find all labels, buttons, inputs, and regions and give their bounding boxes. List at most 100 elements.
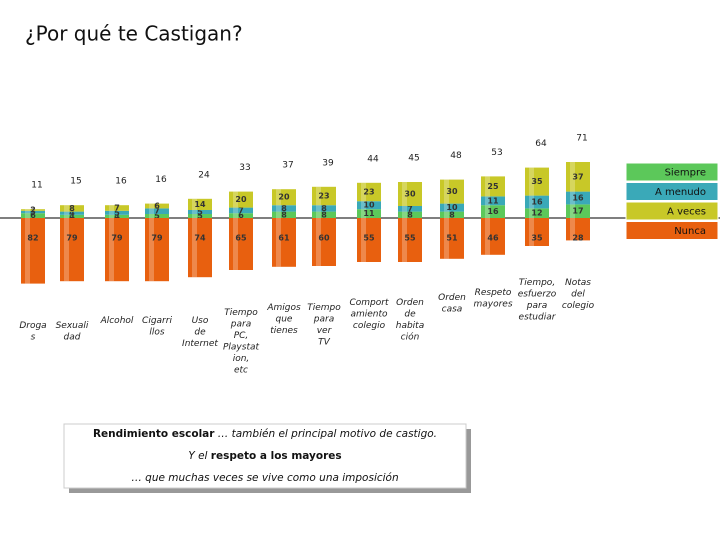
segment-label: 30 xyxy=(446,187,458,196)
segment-label: 17 xyxy=(572,207,583,216)
total-label: 33 xyxy=(239,163,250,173)
total-label: 53 xyxy=(491,148,502,158)
total-label: 48 xyxy=(450,151,462,161)
bar-segment xyxy=(21,209,45,211)
bar-highlight xyxy=(570,162,575,192)
category-label: Notas del colegio xyxy=(562,278,595,311)
bar-segment xyxy=(566,204,590,218)
bar-highlight xyxy=(570,218,575,241)
note-part: … también el principal motivo de castigo… xyxy=(214,428,437,440)
bar-highlight xyxy=(361,218,366,262)
bar-segment xyxy=(105,205,129,211)
bar-highlight xyxy=(316,205,321,212)
bar-highlight xyxy=(25,209,30,211)
bar-highlight xyxy=(109,205,114,211)
bar-segment xyxy=(440,218,464,259)
segment-label: 10 xyxy=(363,201,375,210)
segment-label: 7 xyxy=(154,207,160,216)
bar-segment xyxy=(229,191,253,208)
bar-segment xyxy=(525,195,549,209)
bar-segment xyxy=(272,189,296,206)
bar-segment xyxy=(312,186,336,206)
bar-segment xyxy=(188,218,212,278)
legend-label: A menudo xyxy=(655,187,706,198)
bar-highlight xyxy=(485,218,490,255)
segment-label: 8 xyxy=(69,204,75,213)
bar-highlight xyxy=(361,182,366,202)
bar-segment xyxy=(188,214,212,218)
total-label: 64 xyxy=(535,139,547,149)
legend-label: Siempre xyxy=(665,168,706,179)
category-label: Respeto mayores xyxy=(473,288,512,310)
bar-segment xyxy=(525,167,549,196)
segment-label: 4 xyxy=(69,209,75,218)
bar-segment xyxy=(525,208,549,218)
bar-segment xyxy=(229,213,253,218)
bar-segment xyxy=(272,205,296,212)
segment-label: 60 xyxy=(318,234,330,243)
bar-highlight xyxy=(233,207,238,214)
segment-label: 3 xyxy=(30,208,36,217)
segment-label: 4 xyxy=(69,212,75,221)
bar-highlight xyxy=(485,176,490,197)
bar-segment xyxy=(145,218,169,282)
bar-highlight xyxy=(316,218,321,266)
bar-highlight xyxy=(233,218,238,270)
bar-segment xyxy=(105,210,129,215)
segment-label: 2 xyxy=(30,206,36,215)
bar-highlight xyxy=(149,218,154,282)
segment-label: 23 xyxy=(318,192,329,201)
segment-label: 23 xyxy=(363,188,374,197)
bar-segment xyxy=(145,208,169,214)
bar-segment xyxy=(566,218,590,241)
bar-highlight xyxy=(402,218,407,262)
bar-segment xyxy=(105,218,129,282)
bar-segment xyxy=(481,205,505,218)
bar-segment xyxy=(440,203,464,212)
bar-highlight xyxy=(192,218,197,278)
bar-highlight xyxy=(25,210,30,214)
segment-label: 55 xyxy=(363,234,375,243)
bar-highlight xyxy=(276,218,281,267)
segment-label: 8 xyxy=(281,210,287,219)
total-label: 16 xyxy=(155,175,167,185)
note-line: … que muchas veces se vive como una impo… xyxy=(131,472,398,484)
segment-label: 55 xyxy=(404,234,416,243)
bar-highlight xyxy=(192,214,197,218)
bar-highlight xyxy=(276,211,281,218)
bar-highlight xyxy=(529,208,534,218)
bar-highlight xyxy=(529,195,534,209)
bar-segment xyxy=(481,218,505,255)
bar-segment xyxy=(60,211,84,215)
bar-highlight xyxy=(316,186,321,206)
segment-label: 46 xyxy=(487,234,499,243)
category-label: Uso de Internet xyxy=(182,316,218,349)
segment-label: 79 xyxy=(111,234,123,243)
category-label: Tiempo para PC, Playstat ion, etc xyxy=(223,308,260,376)
bar-highlight xyxy=(25,213,30,218)
note-part: Rendimiento escolar xyxy=(93,428,215,440)
segment-label: 35 xyxy=(531,177,543,186)
bar-highlight xyxy=(276,189,281,206)
bar-highlight xyxy=(276,205,281,212)
bar-segment xyxy=(566,162,590,192)
bar-highlight xyxy=(444,211,449,218)
bar-highlight xyxy=(64,218,69,282)
segment-label: 79 xyxy=(151,234,163,243)
bar-highlight xyxy=(444,203,449,212)
bar-segment xyxy=(312,218,336,266)
note-part: respeto a los mayores xyxy=(211,450,342,462)
bar-highlight xyxy=(192,198,197,210)
segment-label: 16 xyxy=(531,198,543,207)
total-label: 45 xyxy=(408,154,419,164)
segment-label: 7 xyxy=(238,206,244,215)
bar-segment xyxy=(481,196,505,206)
segment-label: 30 xyxy=(404,190,416,199)
total-label: 11 xyxy=(31,181,42,191)
segment-label: 11 xyxy=(363,209,375,218)
bar-segment xyxy=(566,191,590,205)
category-label: Amigos que tienes xyxy=(266,303,301,336)
bar-highlight xyxy=(109,210,114,215)
bar-segment xyxy=(440,211,464,218)
bar-segment xyxy=(60,205,84,212)
